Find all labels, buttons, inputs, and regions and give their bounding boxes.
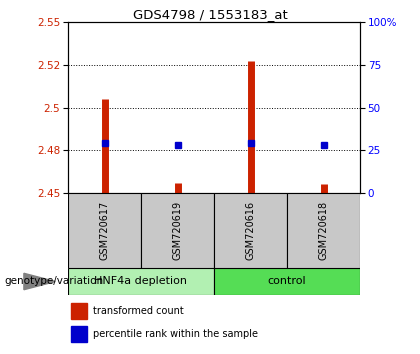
Text: control: control [268, 276, 306, 286]
Text: HNF4a depletion: HNF4a depletion [94, 276, 187, 286]
Text: genotype/variation: genotype/variation [4, 276, 103, 286]
Text: GSM720617: GSM720617 [100, 201, 110, 260]
Bar [71, 326, 87, 342]
Text: GSM720618: GSM720618 [318, 201, 328, 260]
Bar [141, 193, 214, 268]
Text: GDS4798 / 1553183_at: GDS4798 / 1553183_at [133, 8, 287, 21]
Text: percentile rank within the sample: percentile rank within the sample [93, 329, 258, 339]
Bar [68, 193, 141, 268]
Bar [214, 193, 287, 268]
Polygon shape [24, 273, 55, 290]
Bar [214, 268, 360, 295]
Bar [68, 268, 214, 295]
Bar [71, 303, 87, 319]
Text: GSM720616: GSM720616 [246, 201, 255, 260]
Text: GSM720619: GSM720619 [173, 201, 183, 260]
Text: transformed count: transformed count [93, 306, 184, 316]
Bar [287, 193, 360, 268]
